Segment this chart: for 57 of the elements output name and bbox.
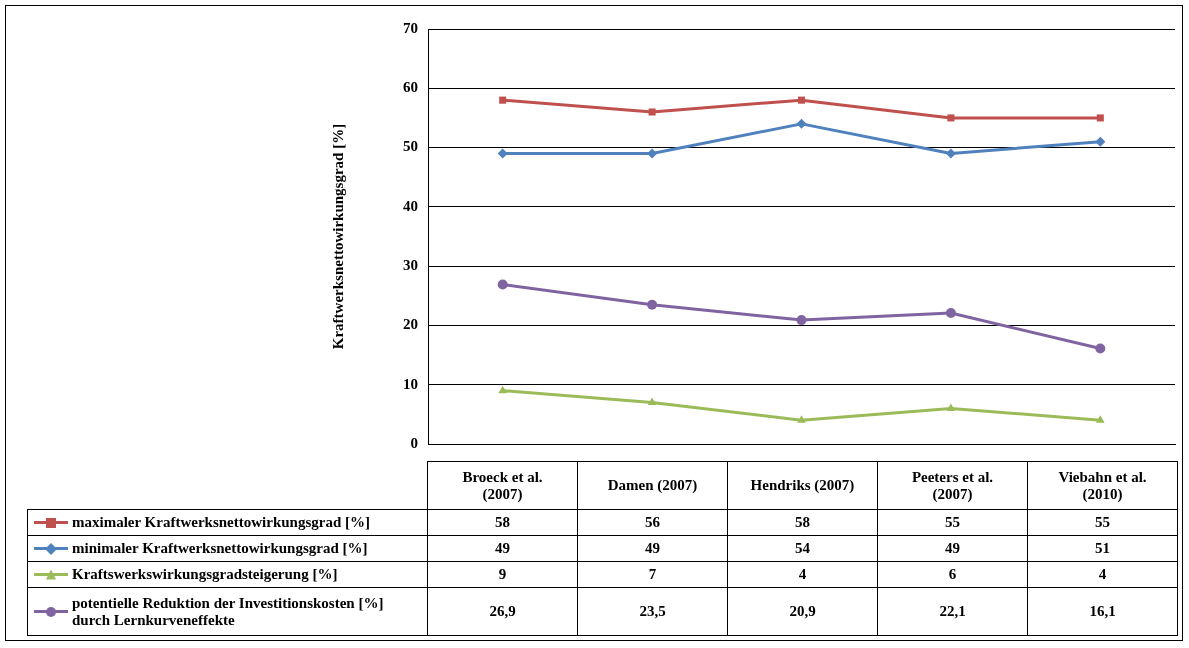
point [1095, 136, 1106, 147]
data-label: 9 [427, 561, 578, 588]
y-tick-label: 20 [403, 316, 418, 333]
y-tick-label: 70 [403, 19, 418, 36]
data-label: 49 [877, 535, 1028, 562]
x-tick-label: Viebahn et al. (2010) [1027, 461, 1178, 510]
legend-label: maximaler Kraftwerksnettowirkungsgrad [%] [72, 514, 371, 531]
x-tick-label: Damen (2007) [577, 461, 728, 510]
point [946, 403, 956, 411]
data-label: 22,1 [877, 587, 1028, 636]
data-label: 7 [577, 561, 728, 588]
point [797, 415, 806, 423]
legend-label: Kraftswerkswirkungsgradsteigerung [%] [72, 566, 339, 583]
data-label: 58 [427, 509, 578, 536]
point [497, 279, 508, 290]
data-label: 20,9 [727, 587, 878, 636]
data-label: 16,1 [1027, 587, 1178, 636]
y-tick-label: 0 [410, 434, 418, 451]
data-label: 49 [427, 535, 578, 562]
data-label: 26,9 [427, 587, 578, 636]
point [796, 118, 807, 129]
point [1096, 114, 1104, 122]
y-tick-label: 50 [403, 138, 418, 155]
data-label: 55 [1027, 509, 1178, 536]
data-label: 54 [727, 535, 878, 562]
point [945, 307, 956, 318]
x-tick-label: Hendriks (2007) [727, 461, 878, 510]
legend-label: minimaler Kraftwerksnettowirkungsgrad [%] [72, 540, 369, 557]
point [797, 96, 806, 104]
data-label: 4 [1027, 561, 1178, 588]
y-tick-label: 40 [403, 197, 418, 214]
data-label: 4 [727, 561, 878, 588]
point [647, 299, 658, 310]
point [499, 96, 507, 104]
point [647, 397, 657, 405]
data-label: 6 [877, 561, 1028, 588]
data-label: 55 [877, 509, 1028, 536]
x-tick-label: Peeters et al. (2007) [877, 461, 1028, 510]
point [796, 315, 807, 326]
data-label: 23,5 [577, 587, 728, 636]
y-axis-title: Kraftwerksnettowirkungsgrad [%] [329, 123, 346, 350]
point [947, 114, 955, 122]
point [1095, 415, 1105, 423]
point [498, 385, 508, 394]
y-tick-label: 60 [403, 79, 418, 96]
point [1095, 343, 1106, 354]
data-label: 51 [1027, 535, 1178, 562]
y-tick-label: 10 [403, 375, 418, 392]
data-label: 58 [727, 509, 878, 536]
data-label: 56 [577, 509, 728, 536]
legend-label: potentielle Reduktion der Investitionskosten [%] durch Lernkurveneffekte [72, 594, 385, 629]
x-tick-label: Broeck et al. (2007) [427, 461, 578, 510]
point [945, 148, 956, 159]
point [648, 108, 656, 116]
point [647, 148, 658, 159]
data-label: 49 [577, 535, 728, 562]
y-tick-label: 30 [403, 257, 418, 274]
